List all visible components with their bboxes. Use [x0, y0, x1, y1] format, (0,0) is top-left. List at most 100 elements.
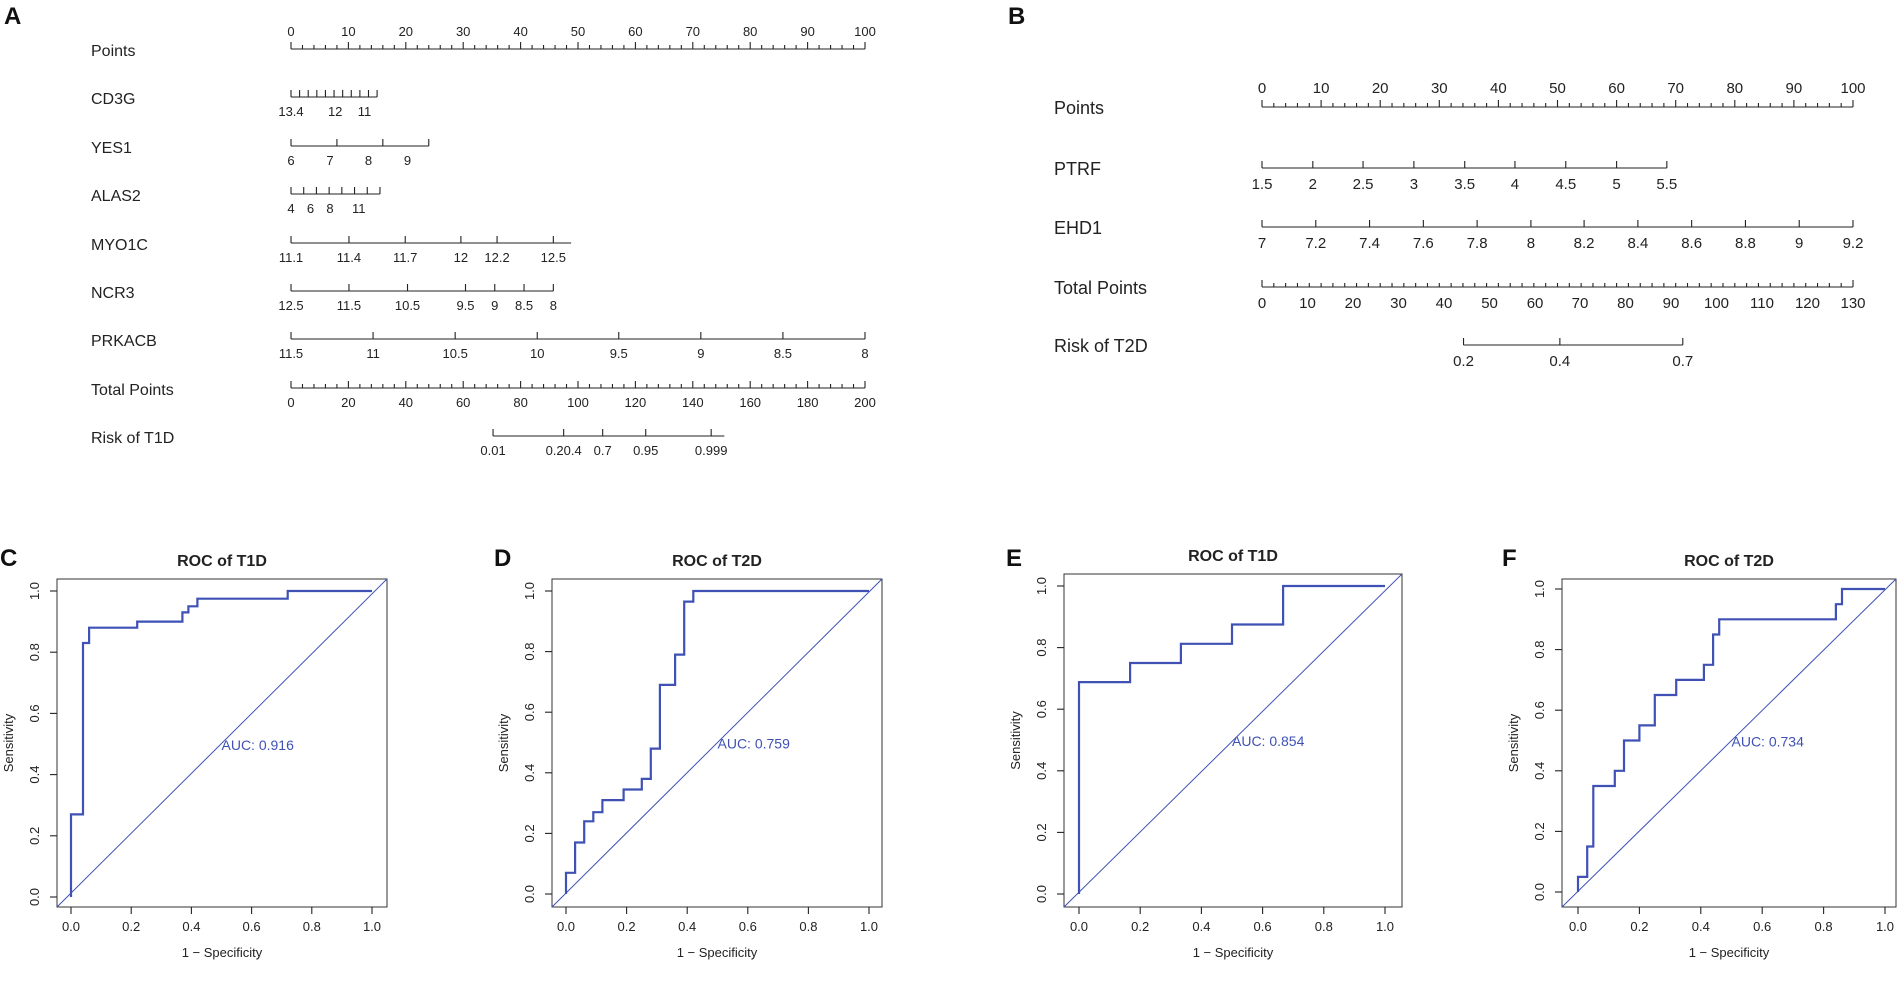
roc-x-tick-label: 0.4 [1692, 919, 1710, 934]
roc-x-tick-label: 1.0 [363, 919, 381, 934]
nomogram-tick-label-prkacb: 11 [366, 346, 380, 361]
nomogram-tick-label-total-points: 80 [513, 395, 527, 410]
nomogram-tick-label-points: 20 [399, 24, 413, 39]
roc-y-tick-label: 0.8 [1034, 639, 1049, 657]
nomogram-row-label-ncr3: NCR3 [91, 285, 135, 302]
nomogram-tick-label-prkacb: 9 [697, 346, 704, 361]
nomogram-tick-label-ehd1: 8.6 [1681, 235, 1702, 252]
roc-y-tick-label: 0.0 [522, 885, 537, 903]
nomogram-tick-label-myo1c: 11.7 [393, 250, 417, 265]
nomogram-tick-label-total-points: 70 [1572, 295, 1589, 312]
nomogram-tick-label-total-points: 160 [739, 395, 761, 410]
nomogram-tick-label-risk-of-t2d: 0.2 [1453, 353, 1474, 370]
nomogram-tick-label-total-points: 100 [1704, 295, 1729, 312]
panel-letter-c: C [0, 545, 17, 572]
roc-x-tick-label: 0.8 [799, 919, 817, 934]
nomogram-tick-label-total-points: 120 [625, 395, 647, 410]
roc-y-tick-label: 0.6 [27, 704, 42, 722]
nomogram-tick-label-prkacb: 8 [861, 346, 868, 361]
nomogram-tick-label-prkacb: 8.5 [774, 346, 792, 361]
nomogram-tick-label-ehd1: 7 [1258, 235, 1266, 252]
roc-title: ROC of T2D [1684, 553, 1774, 570]
nomogram-tick-label-ptrf: 2 [1309, 176, 1317, 193]
nomogram-tick-label-points: 0 [287, 24, 294, 39]
nomogram-tick-label-points: 20 [1372, 80, 1389, 97]
roc-x-tick-label: 0.4 [678, 919, 696, 934]
nomogram-tick-label-total-points: 60 [1527, 295, 1544, 312]
roc-x-tick-label: 1.0 [1376, 919, 1394, 934]
roc-plot-frame [1063, 573, 1403, 908]
nomogram-tick-label-total-points: 110 [1750, 295, 1774, 312]
nomogram-tick-label-ehd1: 7.4 [1359, 235, 1380, 252]
nomogram-tick-label-points: 10 [1313, 80, 1330, 97]
nomogram-tick-label-points: 10 [341, 24, 355, 39]
nomogram-tick-label-points: 0 [1258, 80, 1266, 97]
nomogram-tick-label-total-points: 40 [399, 395, 413, 410]
nomogram-tick-label-points: 60 [1608, 80, 1625, 97]
nomogram-tick-label-total-points: 180 [797, 395, 819, 410]
nomogram-tick-label-alas2: 4 [287, 201, 294, 216]
roc-x-tick-label: 1.0 [860, 919, 878, 934]
nomogram-tick-label-total-points: 200 [854, 395, 876, 410]
nomogram-tick-label-total-points: 20 [1345, 295, 1362, 312]
nomogram-row-label-myo1c: MYO1C [91, 237, 148, 254]
roc-x-tick-label: 0.0 [1569, 919, 1587, 934]
roc-y-tick-label: 0.4 [27, 766, 42, 784]
nomogram-tick-label-ncr3: 9 [491, 298, 498, 313]
panel-letter-e: E [1006, 545, 1022, 572]
nomogram-tick-label-ptrf: 1.5 [1252, 176, 1273, 193]
roc-y-tick-label: 0.6 [1034, 700, 1049, 718]
nomogram-tick-label-points: 80 [1726, 80, 1743, 97]
nomogram-tick-label-points: 90 [1786, 80, 1803, 97]
roc-y-tick-label: 0.6 [1532, 701, 1547, 719]
nomogram-tick-label-risk-of-t2d: 0.4 [1549, 353, 1570, 370]
roc-x-axis-label: 1 − Specificity [677, 945, 758, 960]
nomogram-tick-label-points: 70 [686, 24, 700, 39]
roc-chart-d: ROC of T2D 0.0 0.0 0.2 0.2 0.4 0.4 0.6 0.6 0.8 0.8… [496, 553, 883, 960]
nomogram-tick-label-points: 50 [571, 24, 585, 39]
roc-curve [69, 589, 372, 897]
roc-reference-diagonal [56, 578, 388, 908]
nomogram-tick-label-prkacb: 10.5 [443, 346, 468, 361]
nomogram-tick-label-ehd1: 8.8 [1735, 235, 1756, 252]
nomogram-tick-label-total-points: 0 [287, 395, 294, 410]
nomogram-tick-label-total-points: 30 [1390, 295, 1407, 312]
roc-y-tick-label: 0.4 [1532, 762, 1547, 780]
roc-x-tick-label: 0.4 [1192, 919, 1210, 934]
roc-x-tick-label: 0.2 [122, 919, 140, 934]
nomogram-tick-label-yes1: 8 [365, 153, 372, 168]
nomogram-row-label-ehd1: EHD1 [1054, 218, 1102, 238]
nomogram-tick-label-points: 100 [854, 24, 876, 39]
nomogram-tick-label-alas2: 6 [307, 201, 314, 216]
nomogram-tick-label-total-points: 140 [682, 395, 704, 410]
nomogram-tick-label-points: 80 [743, 24, 757, 39]
roc-x-tick-label: 0.2 [618, 919, 636, 934]
nomogram-tick-label-ptrf: 2.5 [1353, 176, 1374, 193]
nomogram-tick-label-ehd1: 9 [1795, 235, 1803, 252]
nomogram-row-label-prkacb: PRKACB [91, 333, 157, 350]
roc-y-tick-label: 0.2 [27, 827, 42, 845]
nomogram-tick-label-total-points: 90 [1663, 295, 1680, 312]
roc-title: ROC of T2D [672, 553, 762, 570]
nomogram-tick-label-ncr3: 9.5 [456, 298, 474, 313]
nomogram-tick-label-yes1: 9 [404, 153, 411, 168]
panel-letter-d: D [494, 545, 511, 572]
nomogram-tick-label-ptrf: 4.5 [1555, 176, 1576, 193]
nomogram-tick-label-ptrf: 5.5 [1656, 176, 1677, 193]
roc-y-axis-label: Sensitivity [496, 713, 511, 772]
roc-y-tick-label: 0.4 [1034, 762, 1049, 780]
roc-y-tick-label: 0.8 [522, 643, 537, 661]
nomogram-tick-label-risk-of-t1d: 0.7 [594, 443, 612, 458]
nomogram-row-label-total-points: Total Points [1054, 278, 1147, 298]
nomogram-tick-label-prkacb: 11.5 [279, 346, 303, 361]
nomogram-tick-label-ehd1: 8.4 [1627, 235, 1648, 252]
roc-auc-label: AUC: 0.916 [222, 737, 295, 753]
nomogram-tick-label-risk-of-t1d: 0.20.4 [546, 443, 582, 458]
nomogram-tick-label-total-points: 10 [1299, 295, 1316, 312]
nomogram-tick-label-points: 40 [513, 24, 527, 39]
roc-title: ROC of T1D [1188, 548, 1278, 565]
nomogram-tick-label-ehd1: 7.2 [1305, 235, 1326, 252]
nomogram-row-label-risk-of-t1d: Risk of T1D [91, 430, 174, 447]
nomogram-tick-label-ptrf: 4 [1511, 176, 1519, 193]
